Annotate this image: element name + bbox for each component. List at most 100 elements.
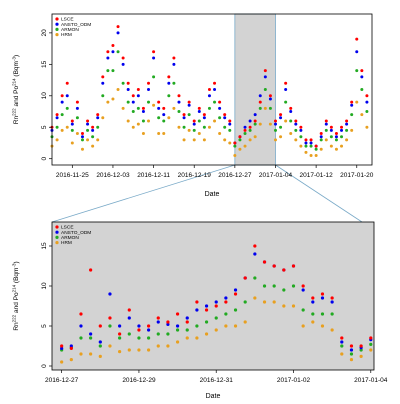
data-point <box>60 94 64 98</box>
data-point <box>263 88 267 91</box>
connector-line <box>51 164 235 223</box>
data-point <box>214 304 218 308</box>
data-point <box>80 135 84 139</box>
data-point <box>299 144 303 148</box>
series-armon <box>60 276 373 356</box>
data-point <box>291 304 296 308</box>
data-point <box>131 100 135 104</box>
data-point <box>228 122 232 126</box>
data-point <box>197 110 201 114</box>
x-tick-label: 2017-01-04 <box>259 172 293 179</box>
data-point <box>172 81 176 85</box>
data-point <box>156 332 160 336</box>
data-point <box>314 154 318 158</box>
data-point <box>141 110 145 114</box>
data-point <box>197 119 201 123</box>
data-point <box>282 288 286 292</box>
data-point <box>314 144 318 148</box>
bottom-x-axis: 2016-12-27 2016-12-29 2016-12-31 2017-01-02… <box>45 370 388 384</box>
data-point <box>111 69 115 73</box>
x-tick-label: 2017-01-04 <box>354 377 388 384</box>
data-point <box>309 144 313 148</box>
legend-marker <box>55 235 59 239</box>
data-point <box>177 110 181 114</box>
x-tick-label: 2017-01-12 <box>300 172 334 179</box>
data-point <box>284 100 288 104</box>
data-point <box>349 352 354 356</box>
data-point <box>340 336 344 340</box>
data-point <box>182 116 186 120</box>
data-point <box>167 116 171 120</box>
data-point <box>243 276 247 280</box>
data-point <box>91 125 95 129</box>
data-point <box>213 81 217 85</box>
x-tick-label: 2017-01-20 <box>340 172 374 179</box>
legend-item: LSCE <box>55 225 74 231</box>
data-point <box>111 50 115 54</box>
data-point <box>309 141 313 145</box>
data-point <box>96 125 100 129</box>
data-point <box>248 138 252 142</box>
data-point <box>70 119 74 123</box>
data-point <box>91 128 95 132</box>
data-point <box>272 300 276 304</box>
data-point <box>329 128 333 132</box>
data-point <box>340 125 344 129</box>
data-point <box>214 316 218 320</box>
data-point <box>349 344 354 348</box>
legend-label: ANSTO_ODM <box>61 22 91 28</box>
data-point <box>228 119 232 123</box>
data-point <box>238 138 242 142</box>
data-point <box>218 132 222 136</box>
data-point <box>69 344 73 348</box>
data-point <box>182 113 186 117</box>
data-point <box>204 308 209 312</box>
data-point <box>319 132 323 136</box>
data-point <box>279 113 283 117</box>
data-point <box>355 100 359 104</box>
data-point <box>243 125 247 129</box>
data-point <box>175 328 180 332</box>
data-point <box>185 320 189 324</box>
legend-item: ARMON <box>55 27 79 33</box>
data-point <box>192 122 196 126</box>
legend-label: ARMON <box>61 235 79 241</box>
data-point <box>166 320 170 324</box>
data-point <box>55 116 59 120</box>
data-point <box>65 106 69 110</box>
data-point <box>167 81 171 85</box>
data-point <box>101 75 105 79</box>
data-point <box>75 100 79 104</box>
y-tick-label: 0 <box>41 157 48 161</box>
data-point <box>162 132 166 136</box>
data-point <box>207 106 211 110</box>
data-point <box>98 344 102 348</box>
data-point <box>101 116 105 120</box>
data-point <box>152 50 156 54</box>
data-point <box>108 324 112 328</box>
data-point <box>131 110 135 114</box>
data-point <box>126 88 130 91</box>
data-point <box>304 150 308 154</box>
data-point <box>258 94 262 98</box>
data-point <box>157 116 161 120</box>
data-point <box>141 119 145 123</box>
data-point <box>60 360 64 364</box>
data-point <box>116 25 120 29</box>
data-point <box>98 324 102 328</box>
data-point <box>195 300 199 304</box>
data-point <box>98 354 102 358</box>
highlight-rect <box>234 13 276 166</box>
data-point <box>96 138 100 142</box>
top-plot-frame <box>51 13 373 166</box>
data-point <box>243 144 247 148</box>
data-point <box>96 113 100 117</box>
data-point <box>172 62 176 66</box>
data-point <box>118 332 122 336</box>
top-y-axis-label: Rn222 and Po214 (Bqm-3) <box>12 55 21 124</box>
data-point <box>202 116 206 120</box>
data-point <box>79 352 83 356</box>
data-point <box>253 113 257 117</box>
data-point <box>355 37 359 41</box>
